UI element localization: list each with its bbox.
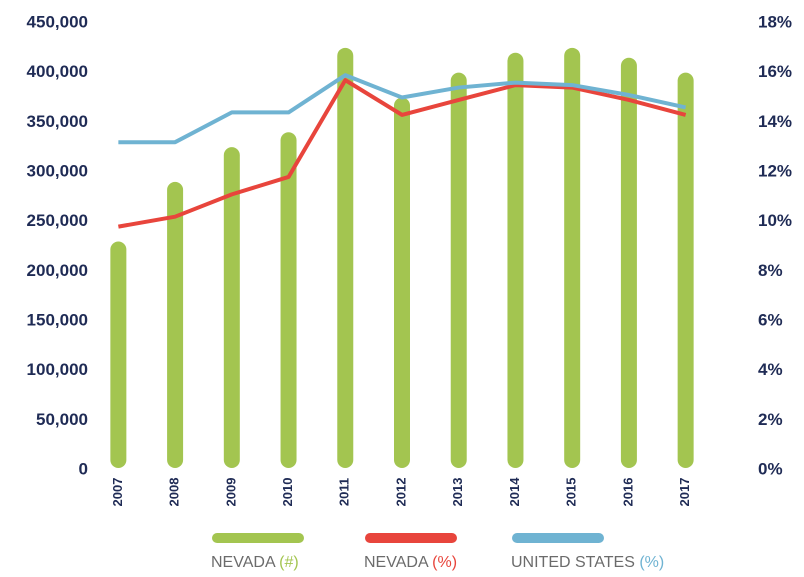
- y2-tick-label: 16%: [758, 62, 792, 81]
- x-tick-label: 2012: [393, 478, 408, 507]
- y-tick-label: 250,000: [27, 211, 88, 230]
- x-tick-label: 2009: [223, 478, 238, 507]
- y-tick-label: 150,000: [27, 310, 88, 329]
- legend-swatch: [365, 533, 457, 543]
- y2-tick-label: 12%: [758, 161, 792, 180]
- bar: [280, 132, 297, 468]
- x-tick-label: 2017: [677, 478, 692, 507]
- x-tick-label: 2014: [507, 477, 522, 507]
- y2-tick-label: 10%: [758, 211, 792, 230]
- line: [118, 73, 687, 145]
- legend-label: UNITED STATES (%): [511, 554, 664, 571]
- y-tick-label: 450,000: [27, 12, 88, 31]
- x-tick-label: 2011: [337, 478, 352, 506]
- bar: [564, 47, 581, 468]
- bar: [223, 147, 240, 468]
- y-tick-label: 350,000: [27, 112, 88, 131]
- y2-tick-label: 14%: [758, 112, 792, 131]
- bar: [620, 57, 637, 469]
- y-tick-label: 400,000: [27, 62, 88, 81]
- y2-tick-label: 4%: [758, 360, 783, 379]
- bar: [394, 97, 410, 468]
- x-tick-label: 2016: [620, 478, 635, 507]
- bar: [337, 47, 354, 468]
- y2-tick-label: 8%: [758, 261, 783, 280]
- x-tick-label: 2015: [564, 478, 579, 507]
- line: [118, 78, 687, 229]
- y2-tick-label: 2%: [758, 410, 783, 429]
- bar: [677, 72, 694, 469]
- x-tick-label: 2010: [280, 478, 295, 507]
- y2-tick-label: 18%: [758, 12, 792, 31]
- y-tick-label: 200,000: [27, 261, 88, 280]
- y-tick-label: 300,000: [27, 161, 88, 180]
- bar: [110, 241, 127, 468]
- y-tick-label: 0: [79, 459, 88, 478]
- x-tick-label: 2008: [167, 478, 182, 507]
- y-tick-label: 100,000: [27, 360, 88, 379]
- y-tick-label: 50,000: [36, 410, 88, 429]
- legend-label: NEVADA (%): [364, 554, 457, 571]
- bar: [450, 72, 467, 469]
- bar: [507, 52, 524, 469]
- bar: [167, 181, 184, 468]
- x-tick-label: 2007: [110, 478, 125, 507]
- x-tick-label: 2013: [450, 478, 465, 507]
- legend-swatch: [212, 533, 304, 543]
- legend-swatch: [512, 533, 604, 543]
- legend-label: NEVADA (#): [211, 554, 299, 571]
- y2-tick-label: 0%: [758, 459, 783, 478]
- y2-tick-label: 6%: [758, 310, 783, 329]
